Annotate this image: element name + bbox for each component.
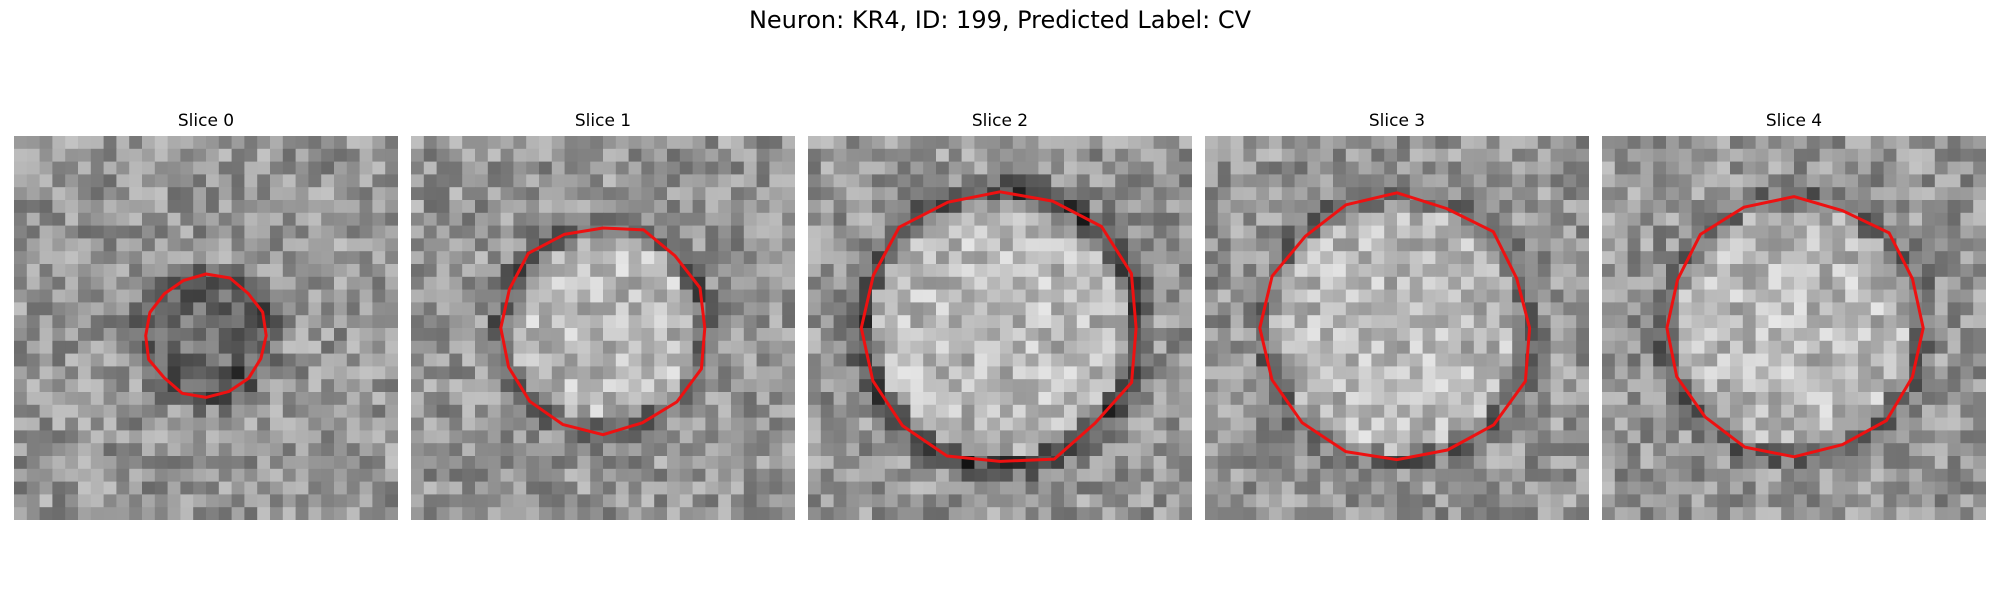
slice-title: Slice 0 — [177, 111, 235, 131]
slice-title: Slice 2 — [971, 111, 1029, 131]
slice-image — [411, 136, 795, 520]
slice-panel-4: Slice 4 — [1602, 108, 1986, 520]
figure-title: Neuron: KR4, ID: 199, Predicted Label: C… — [748, 6, 1252, 34]
slice-title: Slice 3 — [1368, 111, 1426, 131]
slice-image — [808, 136, 1192, 520]
slice-panel-1: Slice 1 — [411, 108, 795, 520]
slice-image — [1205, 136, 1589, 520]
roi-contour — [859, 190, 1138, 463]
roi-contour — [499, 226, 707, 437]
slice-image — [1602, 136, 1986, 520]
roi-contour — [1665, 195, 1925, 459]
slice-title: Slice 4 — [1765, 111, 1823, 131]
slice-image — [14, 136, 398, 520]
roi-contour — [144, 272, 268, 399]
slice-panel-0: Slice 0 — [14, 108, 398, 520]
slice-title: Slice 1 — [574, 111, 632, 131]
roi-contour — [1258, 191, 1532, 462]
slice-panel-2: Slice 2 — [808, 108, 1192, 520]
slice-panel-3: Slice 3 — [1205, 108, 1589, 520]
